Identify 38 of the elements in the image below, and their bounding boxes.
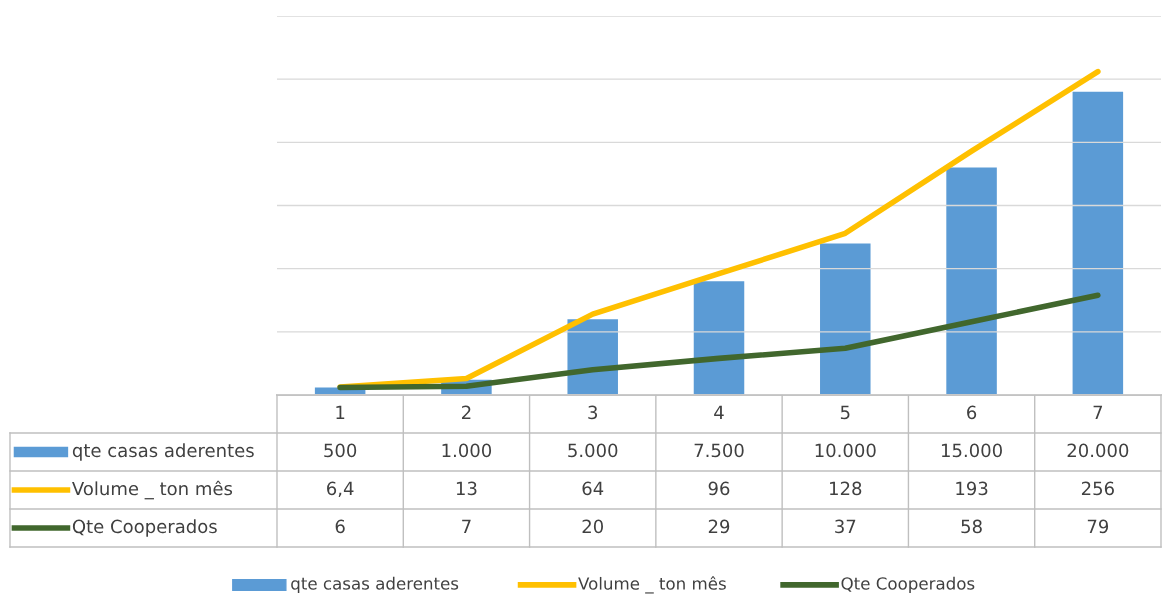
data-label: 6,4 [327,481,354,498]
data-label: 20.000 [1067,443,1129,458]
text: Volume _ ton mês [578,576,726,594]
data-label: 7.500 [694,443,744,458]
text: Qte Cooperados [841,576,975,593]
x-tick-label: 3 [588,405,598,420]
bar [693,281,745,395]
legend-label: qte casas aderentes [72,443,254,461]
x-tick-label: 5 [840,405,850,420]
data-label: 20 [582,519,603,534]
bar [946,167,997,395]
text: qte casas aderentes [291,576,459,593]
legend-label: Qte Cooperados [72,519,217,537]
data-label: 79 [1087,519,1109,534]
data-label: 64 [582,481,604,496]
data-label: 13 [456,481,477,496]
data-label: 5.000 [568,443,618,458]
data-label: 10.000 [815,443,876,458]
data-label: 6 [335,519,345,534]
data-label: 37 [835,519,856,534]
data-label: 58 [961,519,982,534]
x-tick-label: 2 [462,405,471,419]
data-label: 193 [956,481,988,496]
data-label: 15.000 [941,443,1002,458]
data-label: 128 [830,481,862,496]
data-label: 96 [708,481,730,496]
bar [1072,91,1124,395]
data-label: 7 [462,519,471,533]
x-tick-label: 6 [967,405,977,420]
bar [820,243,871,395]
data-label: 29 [708,519,730,534]
data-label: 256 [1081,481,1114,496]
x-tick-label: 7 [1093,405,1103,419]
data-label: 500 [324,443,357,458]
legend-label: Volume _ ton mês [72,480,233,500]
x-tick-label: 1 [336,405,345,419]
data-label: 1.000 [442,443,492,458]
x-tick-label: 4 [714,405,724,419]
